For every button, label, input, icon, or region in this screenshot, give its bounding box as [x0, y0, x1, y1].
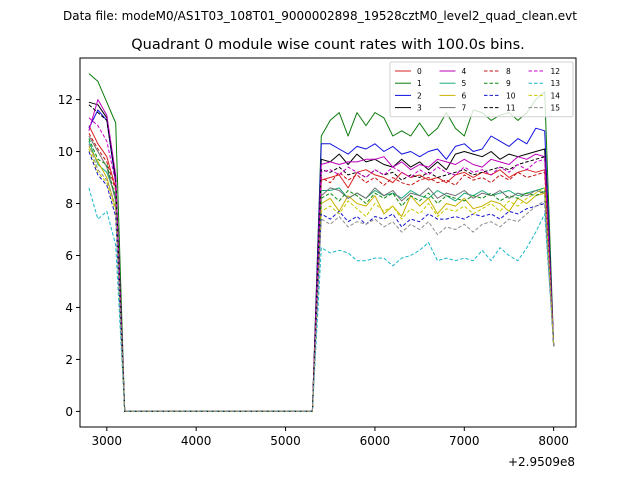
axes-frame: [79, 57, 577, 428]
series-line-13: [88, 187, 555, 412]
legend-label-14: 14: [551, 91, 561, 100]
y-tick-label: 10: [58, 145, 73, 159]
x-tick-label: 3000: [92, 434, 123, 448]
x-tick-label: 8000: [538, 434, 569, 448]
series-line-15: [88, 143, 555, 412]
legend-label-0: 0: [417, 67, 422, 76]
y-tick-label: 12: [58, 93, 73, 107]
x-axis-offset-label: +2.9509e8: [508, 455, 575, 469]
legend-label-12: 12: [551, 67, 561, 76]
legend-label-10: 10: [506, 91, 516, 100]
legend-label-3: 3: [417, 104, 422, 113]
x-tick-label: 6000: [360, 434, 391, 448]
x-tick-label: 5000: [270, 434, 301, 448]
y-tick-label: 0: [65, 405, 73, 419]
y-tick-label: 2: [65, 353, 73, 367]
series-lines: [88, 73, 555, 412]
x-tick-label: 7000: [449, 434, 480, 448]
legend-label-7: 7: [462, 104, 467, 113]
series-line-12: [88, 117, 555, 412]
chart-title: Quadrant 0 module wise count rates with …: [131, 37, 525, 53]
legend-label-2: 2: [417, 91, 422, 100]
legend-label-8: 8: [506, 67, 511, 76]
legend-label-4: 4: [462, 67, 467, 76]
x-tick-label: 4000: [181, 434, 212, 448]
figure-suptitle: Data file: modeM0/AS1T03_108T01_90000028…: [63, 9, 577, 23]
y-tick-label: 4: [65, 301, 73, 315]
legend-label-1: 1: [417, 79, 422, 88]
legend-label-11: 11: [506, 104, 516, 113]
y-tick-label: 6: [65, 249, 73, 263]
legend-label-13: 13: [551, 79, 561, 88]
y-tick-label: 8: [65, 197, 73, 211]
legend-label-15: 15: [551, 104, 561, 113]
x-axis: 3000 4000 5000 6000 7000 8000: [92, 427, 569, 448]
legend-label-9: 9: [506, 79, 511, 88]
legend-frame: [389, 61, 574, 118]
legend-label-6: 6: [462, 91, 467, 100]
legend-label-5: 5: [462, 79, 467, 88]
y-axis: 0 2 4 6 8 10 12: [58, 93, 80, 419]
